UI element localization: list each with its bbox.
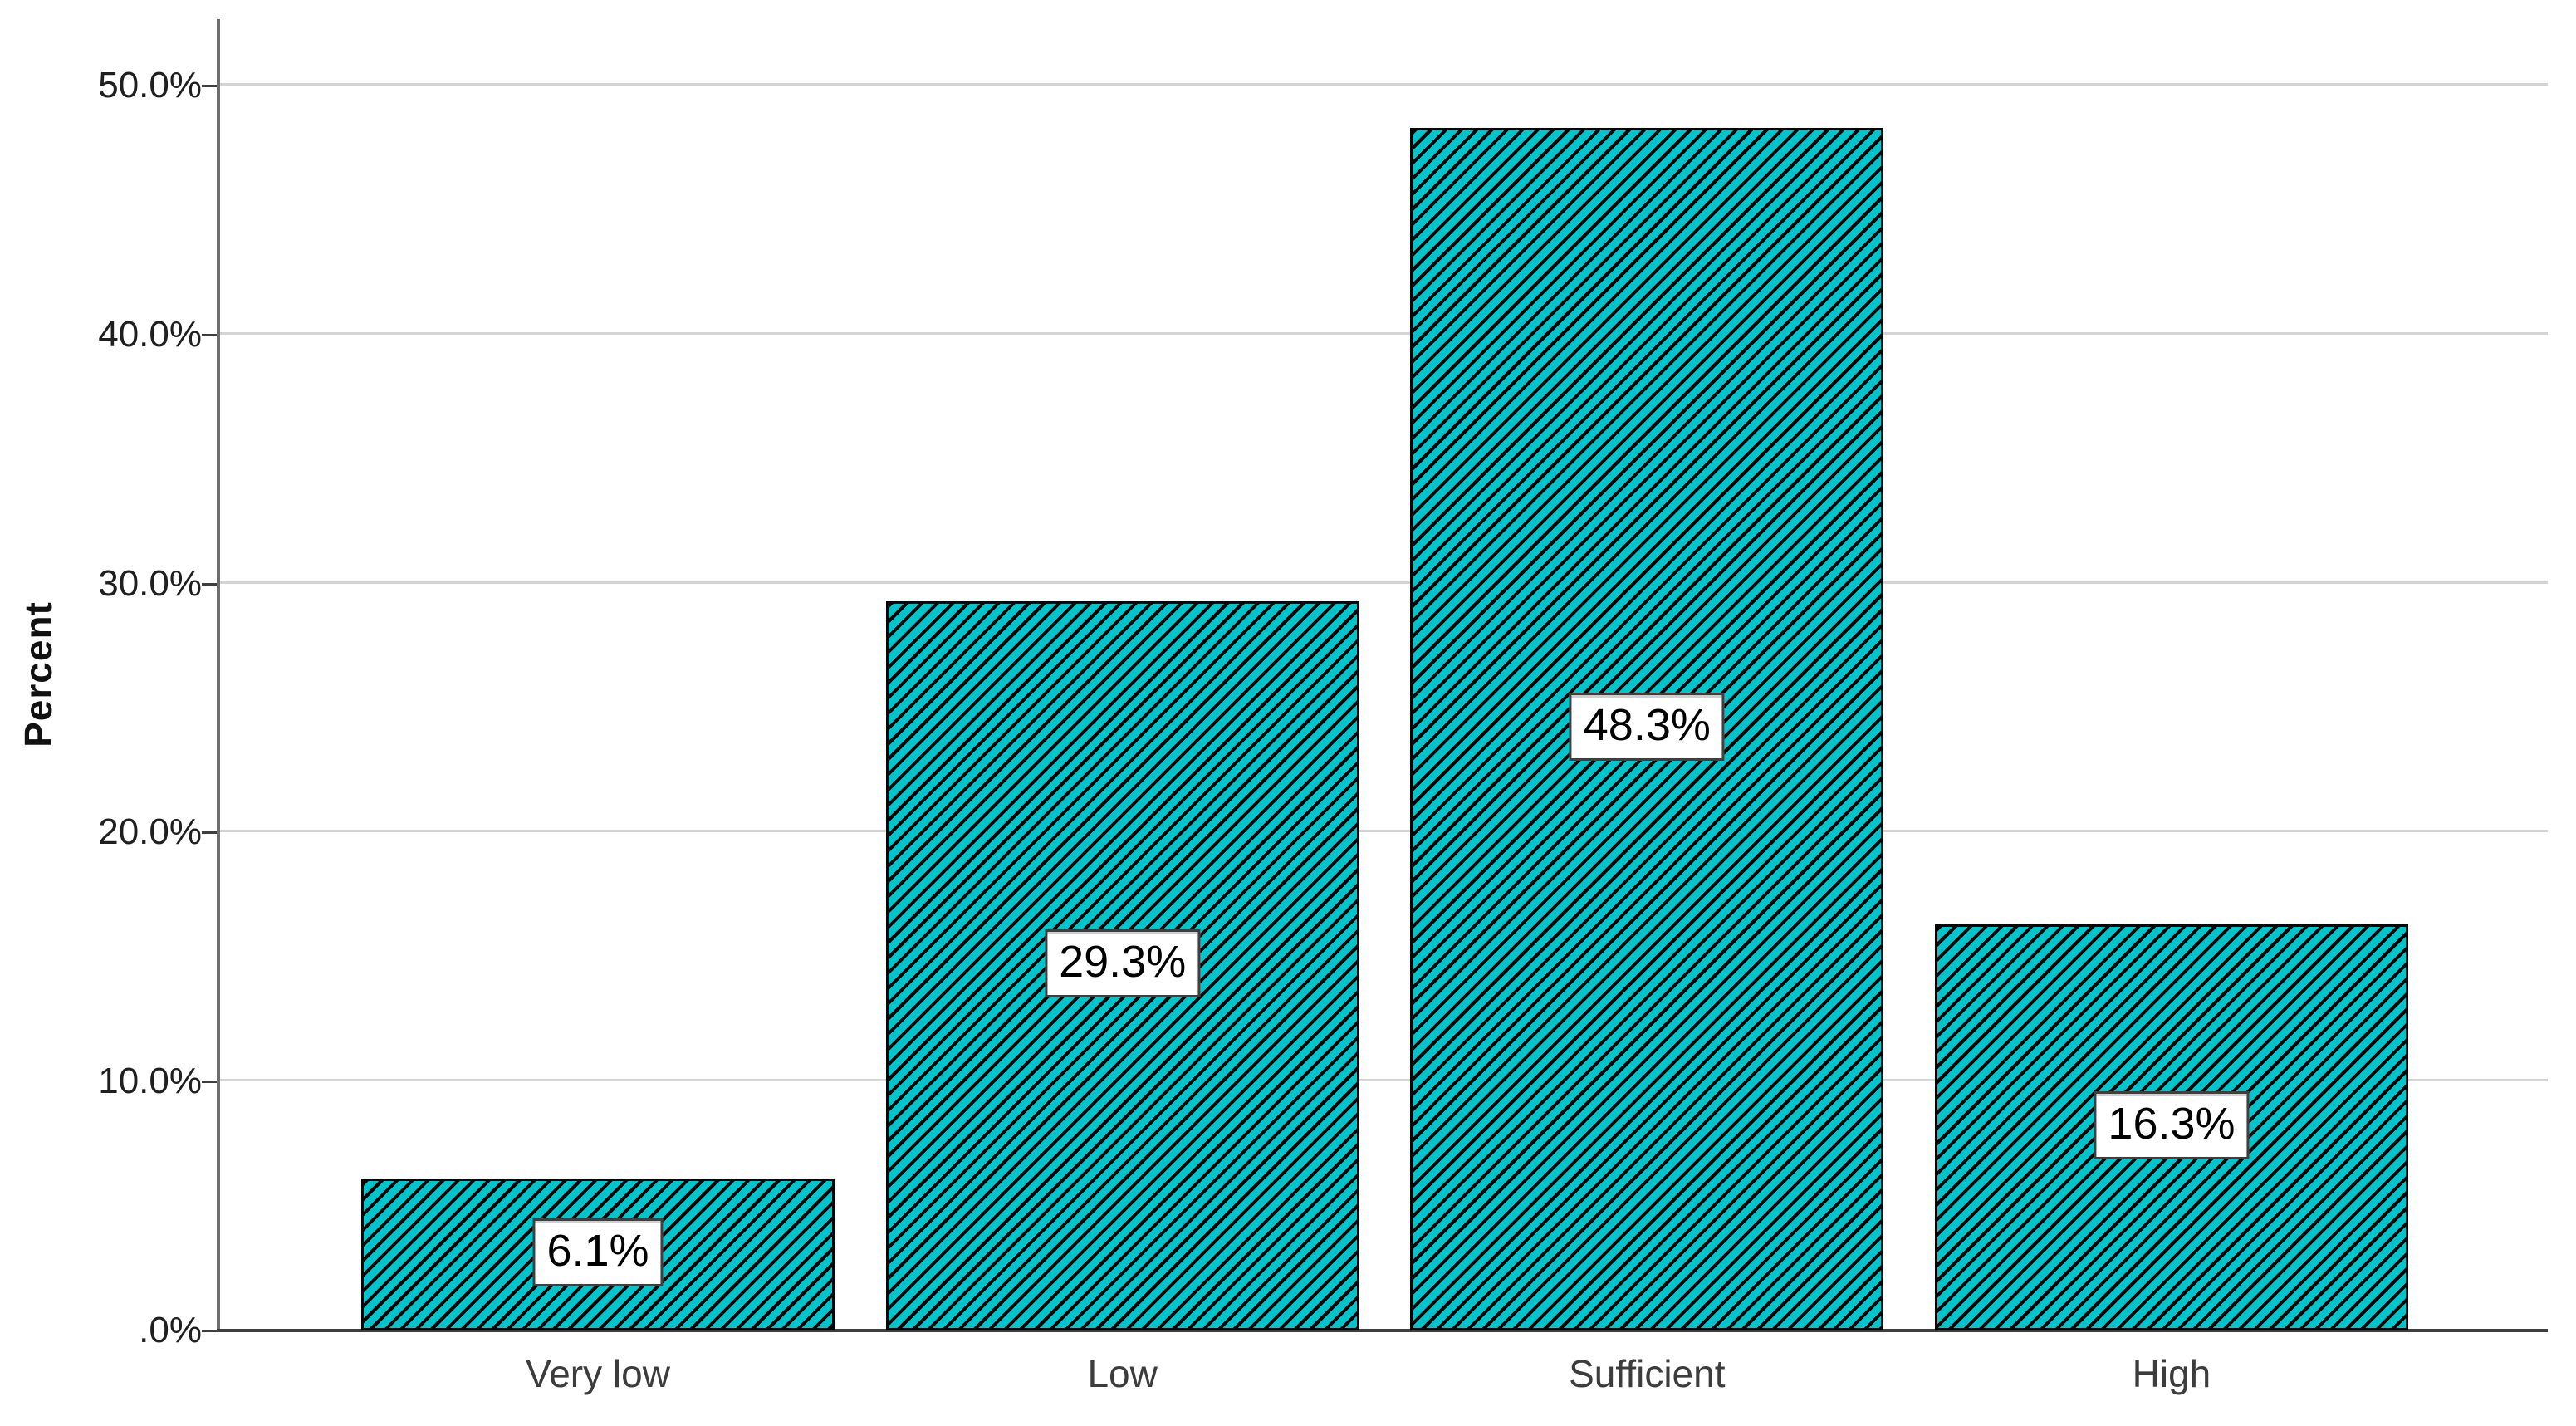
gridline-20: [218, 830, 2548, 833]
category-label-high: High: [2132, 1352, 2211, 1395]
gridline-10: [218, 1079, 2548, 1082]
y-tick-mark-0: [202, 1330, 217, 1332]
y-tick-label-30: 30.0%: [98, 562, 202, 604]
y-tick-mark-50: [202, 85, 217, 87]
x-axis-category-labels: Very low Low Sufficient High: [218, 1347, 2548, 1400]
value-label-high: 16.3%: [2094, 1090, 2250, 1159]
y-tick-label-10: 10.0%: [98, 1061, 202, 1102]
category-label-sufficient: Sufficient: [1569, 1352, 1726, 1395]
y-tick-mark-40: [202, 333, 217, 336]
bar-very-low: 6.1%: [361, 1179, 835, 1330]
value-label-low: 29.3%: [1045, 929, 1201, 997]
gridline-40: [218, 331, 2548, 335]
bar-low: 29.3%: [885, 600, 1359, 1330]
gridline-30: [218, 581, 2548, 584]
y-axis-line: [217, 19, 220, 1332]
y-tick-label-50: 50.0%: [98, 65, 202, 105]
category-label-low: Low: [1087, 1352, 1158, 1395]
plot-area: 6.1% 29.3% 48.3% 16.3%: [202, 19, 2548, 1332]
y-tick-label-40: 40.0%: [98, 313, 202, 355]
value-label-very-low: 6.1%: [532, 1218, 664, 1286]
y-tick-label-20: 20.0%: [98, 811, 202, 853]
bars-group: 6.1% 29.3% 48.3% 16.3%: [218, 19, 2548, 1330]
y-tick-label-0: .0%: [139, 1310, 202, 1350]
y-tick-mark-10: [202, 1081, 217, 1084]
value-label-sufficient: 48.3%: [1569, 692, 1725, 761]
bar-sufficient: 48.3%: [1410, 127, 1884, 1330]
y-tick-mark-30: [202, 582, 217, 586]
y-tick-mark-20: [202, 831, 217, 835]
bar-high: 16.3%: [1934, 924, 2408, 1330]
x-axis-line: [217, 1329, 2548, 1332]
y-axis-title: Percent: [17, 601, 60, 747]
category-label-very-low: Very low: [526, 1352, 670, 1395]
gridline-50: [218, 83, 2548, 86]
